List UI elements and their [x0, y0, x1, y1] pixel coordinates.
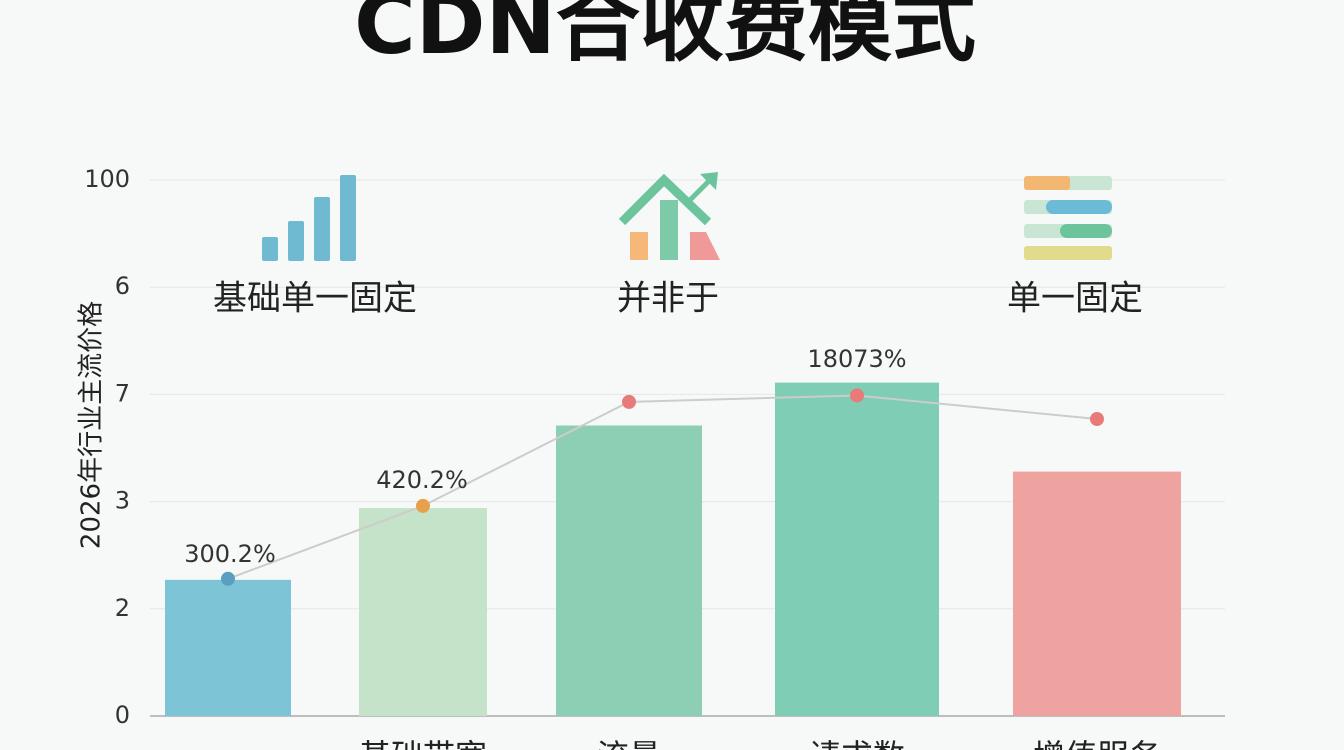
annotation: 300.2% [184, 540, 276, 568]
bar [359, 508, 487, 716]
x-tick-label: 流量 [597, 737, 661, 750]
annotation: 420.2% [376, 466, 468, 494]
icon-growth [618, 172, 720, 260]
bar [1013, 471, 1181, 716]
icon-label: 并非于 [617, 279, 719, 319]
icon-label: 单一固定 [1007, 279, 1143, 319]
y-tick-label: 0 [115, 701, 130, 729]
y-tick-label: 2 [115, 594, 130, 622]
bar [775, 382, 939, 716]
icon-bars [262, 175, 356, 261]
bar [556, 425, 702, 716]
annotation: 18073% [807, 345, 906, 373]
y-tick-label: 7 [115, 379, 130, 407]
x-tick-label: 请求数 [809, 737, 905, 750]
icon-stripes [1024, 176, 1112, 260]
y-tick-label: 3 [115, 487, 130, 515]
y-tick-label: 100 [84, 165, 130, 193]
line-marker [221, 571, 235, 586]
bar [165, 579, 291, 716]
line-marker [850, 388, 864, 403]
icon-label: 基础单一固定 [213, 279, 417, 319]
line-marker [622, 394, 636, 409]
x-tick-label: 基础带宽 [359, 737, 487, 750]
line-marker [1090, 412, 1104, 427]
x-tick-label: 增值服务 [1033, 737, 1161, 750]
y-axis-title: 2026年行业主流价格 [77, 301, 107, 549]
y-tick-label: 6 [115, 272, 130, 300]
line-marker [416, 498, 430, 513]
chart-title: CDN合收费模式 [354, 0, 976, 73]
